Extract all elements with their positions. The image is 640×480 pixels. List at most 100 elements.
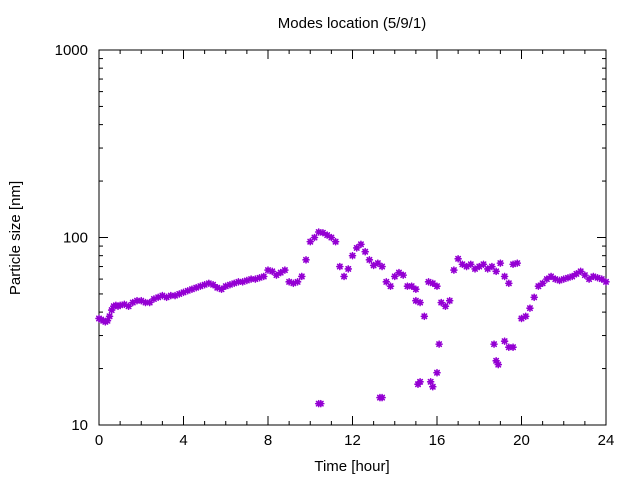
data-point [555, 276, 564, 285]
data-point [357, 240, 365, 249]
x-tick-label: 0 [95, 432, 103, 449]
data-point [272, 271, 281, 279]
tick-labels: 0 4 8 12 16 20 24 10 100 1000 [55, 42, 615, 449]
data-point [390, 272, 399, 281]
data-point [285, 278, 293, 286]
data-point [483, 265, 492, 273]
data-point [310, 233, 319, 242]
data-point [450, 266, 458, 274]
data-point [407, 282, 416, 290]
data-point [479, 260, 488, 269]
data-point [416, 377, 424, 386]
data-point [251, 275, 260, 283]
data-point [230, 279, 238, 288]
data-point [395, 268, 403, 277]
data-point [564, 273, 572, 282]
data-point [551, 275, 560, 283]
data-point [589, 272, 598, 281]
data-point [217, 285, 226, 293]
data-point [105, 312, 114, 321]
data-point [547, 272, 555, 281]
data-point [458, 260, 467, 269]
data-point [428, 279, 437, 288]
data-point [112, 301, 120, 310]
data-point [517, 314, 526, 323]
data-point [264, 266, 272, 274]
data-point [426, 377, 435, 386]
data-point [255, 273, 264, 282]
data-point [167, 291, 175, 300]
data-points [95, 228, 610, 408]
data-point [209, 280, 217, 289]
data-point [399, 271, 407, 279]
data-point [175, 290, 184, 298]
x-tick-label: 12 [344, 432, 361, 449]
x-tick-label: 8 [264, 432, 272, 449]
data-point [293, 278, 302, 286]
data-point [602, 278, 610, 286]
data-point [509, 343, 517, 351]
data-point [581, 271, 589, 279]
data-point [103, 316, 112, 325]
data-point [221, 282, 230, 290]
data-point [597, 275, 606, 283]
data-point [141, 298, 150, 307]
data-point [314, 228, 323, 236]
data-point [317, 399, 325, 408]
data-point [133, 296, 141, 305]
data-point [361, 247, 369, 256]
data-point [323, 231, 331, 239]
data-point [306, 237, 315, 246]
data-point [467, 260, 475, 269]
data-point [576, 267, 585, 276]
x-tick-label: 24 [598, 432, 615, 449]
data-point [179, 288, 188, 297]
data-point [259, 272, 268, 281]
data-point [538, 279, 547, 288]
data-point [433, 368, 441, 377]
data-point [234, 278, 243, 286]
data-point [200, 280, 209, 289]
data-point [107, 306, 116, 314]
minor-ticks [99, 50, 606, 425]
data-point [243, 276, 251, 285]
data-point [226, 280, 234, 289]
x-axis-label: Time [hour] [314, 458, 389, 475]
data-point [509, 260, 517, 269]
data-point [158, 291, 167, 300]
data-point [386, 282, 395, 290]
y-tick-label: 1000 [55, 42, 88, 59]
plot-frame [98, 49, 607, 426]
data-point [492, 267, 500, 276]
data-point [145, 298, 154, 307]
data-point [114, 302, 122, 311]
data-point [109, 302, 118, 311]
data-point [116, 301, 124, 310]
data-point [475, 262, 484, 271]
chart-title: Modes location (5/9/1) [278, 15, 426, 32]
data-point [593, 273, 602, 282]
data-point [572, 270, 581, 278]
data-point [327, 233, 336, 242]
data-point [124, 302, 133, 311]
data-point [369, 261, 378, 270]
data-point [276, 268, 285, 277]
data-point [331, 237, 340, 246]
data-point [513, 259, 522, 267]
data-point [129, 298, 137, 307]
data-point [352, 244, 361, 252]
x-tick-label: 20 [513, 432, 530, 449]
data-point [319, 228, 327, 237]
data-point [238, 278, 247, 286]
data-point [471, 265, 479, 273]
data-point [289, 279, 298, 288]
data-point [336, 262, 344, 271]
data-point [192, 283, 200, 292]
data-point [150, 295, 158, 303]
data-point [344, 265, 353, 273]
data-point [543, 275, 551, 283]
data-point [530, 293, 538, 302]
data-point [302, 256, 310, 264]
y-tick-label: 10 [71, 417, 88, 434]
data-point [365, 256, 374, 264]
